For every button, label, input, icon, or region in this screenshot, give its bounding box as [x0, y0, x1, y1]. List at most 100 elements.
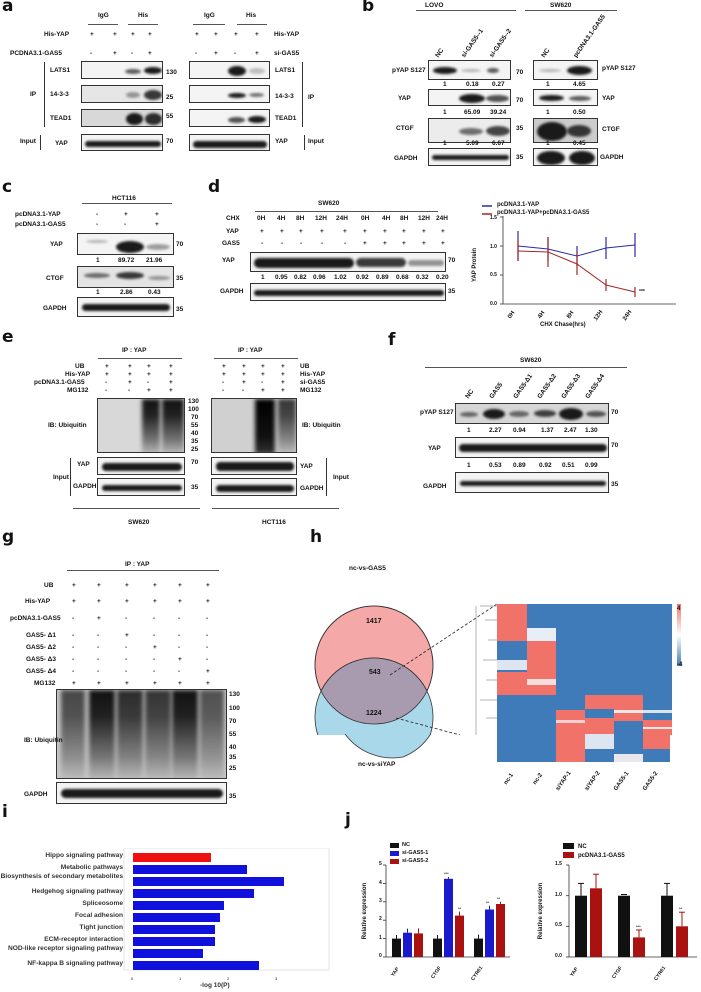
quant-value: 1 — [261, 274, 265, 281]
sign: + — [281, 387, 285, 394]
sign: + — [255, 31, 259, 38]
lane-label: pcDNA3.1-GAS5 — [572, 13, 608, 59]
row-label: MG132 — [34, 680, 56, 687]
lane-label: GAS5-Δ4 — [584, 372, 607, 400]
quant-value: 1.37 — [541, 427, 554, 434]
blot-gapdh — [77, 297, 174, 317]
y-tick: 1.5 — [490, 215, 497, 221]
y-tick: 0.5 — [490, 272, 497, 278]
quant-value: 0.89 — [376, 274, 389, 281]
x-tick: 2 — [227, 976, 230, 981]
divider — [67, 570, 219, 571]
sign: + — [124, 211, 128, 218]
mw-marker: 55 — [229, 731, 237, 738]
sign: - — [206, 615, 209, 622]
pathway-label: NOD-like receptor signaling pathway — [7, 945, 123, 952]
sign: + — [206, 598, 210, 605]
sign: + — [90, 31, 94, 38]
mw-marker: 55 — [191, 422, 199, 429]
heatmap-col-label: GAS5-1 — [613, 770, 631, 792]
blot-label-yap: YAP — [428, 445, 441, 452]
bars — [133, 853, 284, 970]
blot-label-pyap: pYAP S127 — [420, 409, 454, 416]
mw-marker: 40 — [191, 430, 199, 437]
blot-ubiquitin — [56, 689, 227, 779]
sign: - — [90, 50, 93, 57]
x-tick: CTGF — [611, 965, 624, 980]
chx-value: 0H — [257, 215, 266, 222]
panel-label-i: i — [2, 802, 8, 822]
blot-label-yap: YAP — [222, 257, 235, 264]
sign: + — [169, 379, 173, 386]
venn-count-top: 1417 — [366, 618, 382, 625]
blot-sw620-ctgf — [533, 118, 598, 143]
panel-label-e: e — [2, 327, 14, 347]
scale-max: 4 — [677, 606, 681, 612]
y-tick: 1 — [379, 935, 382, 941]
sign: + — [105, 371, 109, 378]
blot-yap — [250, 252, 446, 272]
sign: - — [178, 668, 181, 675]
mw-marker: 35 — [516, 154, 524, 161]
blot-lovo-yap — [428, 89, 511, 106]
cell-label-sw620: SW620 — [128, 519, 150, 526]
mw-marker: 130 — [166, 69, 177, 76]
quant-value: 1 — [96, 289, 100, 296]
lane-label: GAS5-Δ2 — [536, 372, 559, 400]
cell-label: SW620 — [318, 200, 340, 207]
sign: + — [178, 582, 182, 589]
y-axis-label: Relative expression — [538, 882, 545, 940]
panel-label-f: f — [388, 330, 396, 350]
sign: - — [97, 668, 100, 675]
blot-label-yap-right: YAP — [300, 463, 313, 470]
significance-mark: *** — [636, 924, 641, 929]
sign: + — [281, 379, 285, 386]
sign: - — [206, 632, 209, 639]
panel-label-g: g — [2, 527, 15, 547]
y-tick: 5 — [379, 861, 382, 867]
blot-ubiquitin-right — [211, 398, 297, 453]
chx-value: 0H — [361, 215, 370, 222]
row-label: GAS5- Δ1 — [26, 632, 56, 639]
sign: + — [97, 582, 101, 589]
mw-marker: 35 — [516, 125, 524, 132]
sign: + — [105, 363, 109, 370]
sign: - — [97, 656, 100, 663]
sign: - — [147, 379, 150, 386]
chx-value: 24H — [336, 215, 348, 222]
ib-label-right: IB: Ubiquitin — [302, 422, 341, 429]
ip-title: IP : YAP — [125, 561, 150, 568]
sign: - — [96, 221, 99, 228]
sign: - — [281, 240, 284, 247]
lane-label: si-GAS5--2 — [488, 27, 514, 59]
pathway-label: Hedgehog signaling pathway — [31, 888, 123, 895]
y-tick: 0.0 — [555, 953, 562, 959]
quant-value: 0.45 — [573, 140, 586, 147]
y-tick: 4 — [379, 880, 382, 886]
sign: + — [206, 680, 210, 687]
cell-label-lovo: LOVO — [425, 2, 444, 9]
sign: + — [178, 680, 182, 687]
pathway-label: NF-kappa B signaling pathway — [27, 960, 123, 967]
mw-marker: 70 — [191, 414, 199, 421]
sign: - — [261, 379, 264, 386]
blot-lovo-gapdh — [428, 148, 511, 166]
scale-min: -4 — [677, 662, 683, 668]
sign: - — [344, 240, 347, 247]
x-axis-label: -log 10(P) — [200, 982, 230, 989]
sign: - — [300, 240, 303, 247]
sign: + — [169, 387, 173, 394]
quant-value: 0.92 — [539, 462, 552, 469]
divider — [98, 358, 182, 359]
mw-marker: 55 — [166, 113, 174, 120]
sign: + — [147, 363, 151, 370]
quant-value: 1 — [467, 462, 471, 469]
mw-marker: 25 — [229, 765, 237, 772]
sign: + — [261, 387, 265, 394]
quant-value: 1.02 — [334, 274, 347, 281]
blot-label-yap-right: YAP — [602, 95, 615, 102]
sign: + — [153, 598, 157, 605]
chx-value: 12H — [315, 215, 327, 222]
quant-value: 6.67 — [492, 140, 505, 147]
x-tick: YAP — [390, 966, 401, 978]
